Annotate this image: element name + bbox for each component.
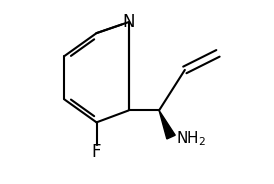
Text: NH$_2$: NH$_2$ bbox=[176, 130, 206, 148]
Text: F: F bbox=[92, 143, 101, 161]
Polygon shape bbox=[159, 110, 175, 139]
Text: N: N bbox=[122, 13, 135, 31]
